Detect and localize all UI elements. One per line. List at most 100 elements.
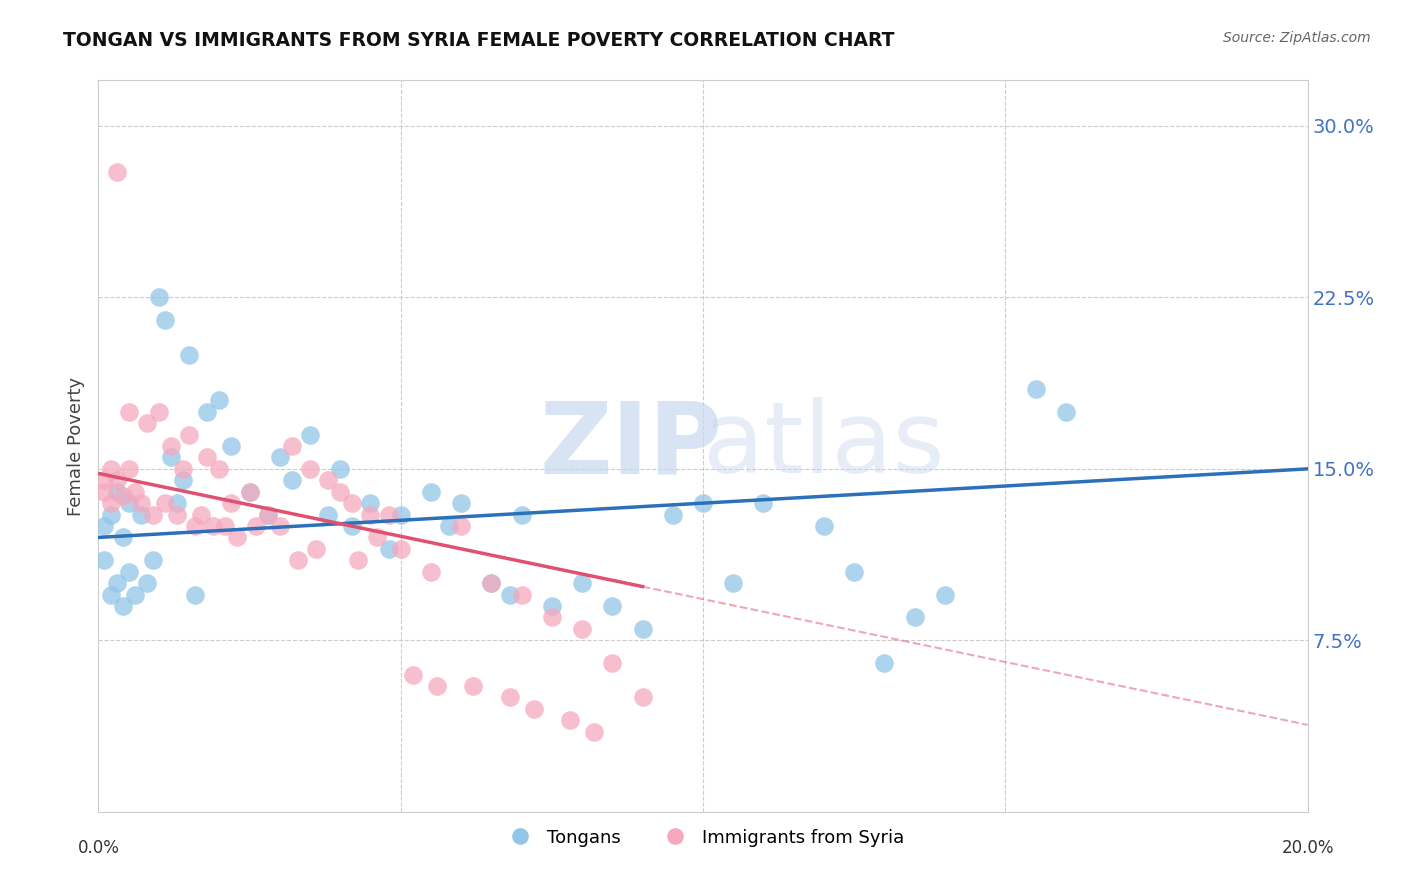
Point — [166, 508, 188, 522]
Point — [111, 599, 134, 613]
Point — [389, 508, 412, 522]
Point — [118, 462, 141, 476]
Point — [129, 508, 152, 522]
Point — [329, 484, 352, 499]
Point — [692, 496, 714, 510]
Point — [111, 530, 134, 544]
Point — [93, 553, 115, 567]
Point — [160, 450, 183, 465]
Point — [498, 588, 520, 602]
Point — [135, 576, 157, 591]
Point — [239, 484, 262, 499]
Point — [602, 656, 624, 670]
Point — [540, 599, 562, 613]
Point — [269, 450, 291, 465]
Point — [166, 496, 188, 510]
Point — [118, 496, 141, 510]
Point — [281, 439, 304, 453]
Point — [523, 702, 546, 716]
Legend: Tongans, Immigrants from Syria: Tongans, Immigrants from Syria — [495, 822, 911, 854]
Point — [450, 519, 472, 533]
Point — [153, 313, 176, 327]
Point — [299, 462, 322, 476]
Point — [752, 496, 775, 510]
Point — [208, 462, 231, 476]
Point — [481, 576, 503, 591]
Point — [540, 610, 562, 624]
Point — [105, 164, 128, 178]
Point — [342, 519, 364, 533]
Point — [360, 508, 382, 522]
Point — [316, 508, 339, 522]
Point — [184, 588, 207, 602]
Point — [510, 588, 533, 602]
Point — [844, 565, 866, 579]
Point — [214, 519, 236, 533]
Point — [142, 553, 165, 567]
Point — [105, 473, 128, 487]
Point — [389, 541, 412, 556]
Point — [118, 565, 141, 579]
Point — [299, 427, 322, 442]
Point — [172, 473, 194, 487]
Point — [105, 576, 128, 591]
Point — [100, 588, 122, 602]
Point — [305, 541, 328, 556]
Point — [360, 496, 382, 510]
Point — [377, 508, 399, 522]
Point — [179, 347, 201, 362]
Point — [723, 576, 745, 591]
Point — [202, 519, 225, 533]
Point — [873, 656, 896, 670]
Point — [602, 599, 624, 613]
Point — [450, 496, 472, 510]
Point — [100, 462, 122, 476]
Point — [287, 553, 309, 567]
Point — [195, 405, 218, 419]
Point — [256, 508, 278, 522]
Point — [129, 496, 152, 510]
Point — [105, 484, 128, 499]
Point — [100, 496, 122, 510]
Point — [342, 496, 364, 510]
Point — [420, 565, 443, 579]
Point — [420, 484, 443, 499]
Point — [571, 622, 593, 636]
Y-axis label: Female Poverty: Female Poverty — [66, 376, 84, 516]
Text: Source: ZipAtlas.com: Source: ZipAtlas.com — [1223, 31, 1371, 45]
Point — [377, 541, 399, 556]
Point — [195, 450, 218, 465]
Point — [437, 519, 460, 533]
Point — [221, 439, 243, 453]
Point — [281, 473, 304, 487]
Point — [148, 290, 170, 304]
Point — [481, 576, 503, 591]
Point — [498, 690, 520, 705]
Point — [226, 530, 249, 544]
Point — [221, 496, 243, 510]
Point — [135, 416, 157, 430]
Point — [245, 519, 267, 533]
Point — [269, 519, 291, 533]
Point — [239, 484, 262, 499]
Point — [631, 622, 654, 636]
Point — [111, 489, 134, 503]
Text: ZIP: ZIP — [538, 398, 721, 494]
Point — [100, 508, 122, 522]
Point — [347, 553, 370, 567]
Point — [93, 519, 115, 533]
Point — [124, 588, 146, 602]
Point — [118, 405, 141, 419]
Point — [571, 576, 593, 591]
Point — [190, 508, 212, 522]
Point — [426, 679, 449, 693]
Point — [631, 690, 654, 705]
Point — [142, 508, 165, 522]
Point — [402, 667, 425, 681]
Text: 0.0%: 0.0% — [77, 839, 120, 857]
Point — [172, 462, 194, 476]
Text: 20.0%: 20.0% — [1281, 839, 1334, 857]
Point — [583, 724, 606, 739]
Point — [256, 508, 278, 522]
Point — [208, 393, 231, 408]
